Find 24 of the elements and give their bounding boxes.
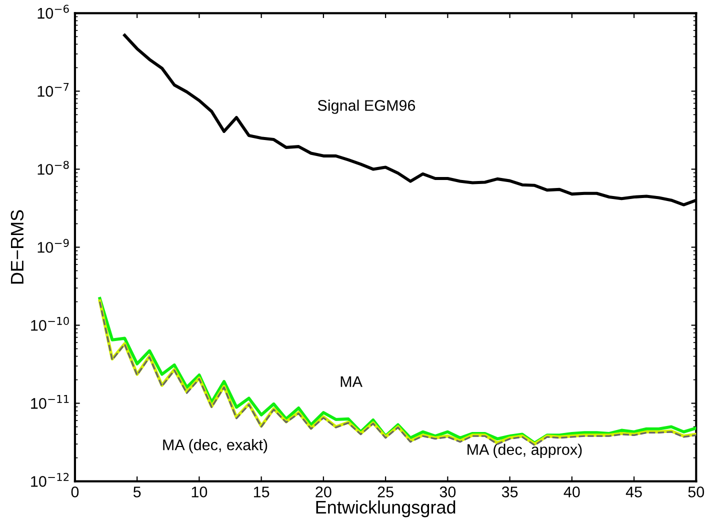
x-tick-label: 30 <box>440 486 456 498</box>
y-tick-label: 10$^{−9}$ <box>38 238 69 253</box>
y-tick-label: 10$^{−8}$ <box>38 160 69 175</box>
x-tick-label: 25 <box>378 486 394 498</box>
x-axis-title: Entwicklungsgrad <box>316 500 456 518</box>
x-tick-label: 15 <box>254 486 270 498</box>
x-tick-label: 50 <box>688 486 704 498</box>
y-tick-label: 10$^{−7}$ <box>38 82 69 97</box>
annotation: MA <box>340 376 362 387</box>
y-tick-label: 10$^{−11}$ <box>31 395 69 409</box>
x-tick-label: 20 <box>316 486 332 498</box>
y-tick-label: 10$^{−12}$ <box>31 472 69 487</box>
y-axis-title: DE−RMS <box>10 210 24 284</box>
x-tick-label: 35 <box>502 486 518 498</box>
x-tick-label: 40 <box>564 486 580 498</box>
annotation: Signal EGM96 <box>318 100 416 114</box>
x-tick-label: 45 <box>626 486 642 498</box>
y-tick-label: 10$^{−10}$ <box>31 316 69 331</box>
annotation: MA (dec, exakt) <box>163 439 268 454</box>
x-tick-label: 5 <box>133 486 141 498</box>
x-tick-label: 0 <box>71 486 79 498</box>
annotation: MA (dec, approx) <box>468 444 582 458</box>
x-tick-label: 10 <box>192 486 208 498</box>
y-tick-label: 10$^{−6}$ <box>38 4 69 19</box>
